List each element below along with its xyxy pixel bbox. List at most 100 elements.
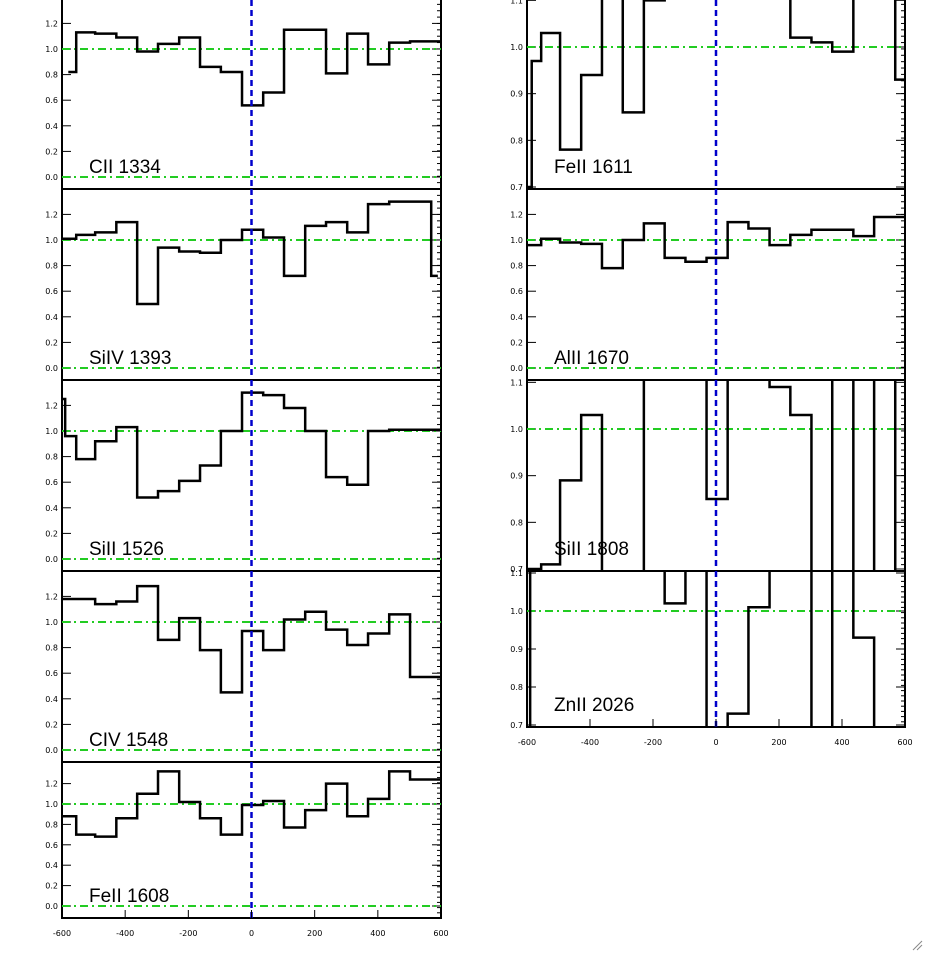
- spectrum-trace: [62, 200, 438, 306]
- y-tick-label: 0.0: [45, 173, 58, 182]
- x-tick-label: 0: [713, 738, 718, 747]
- panel-label: SiII 1808: [554, 539, 629, 560]
- y-tick-label: 0.2: [45, 338, 58, 347]
- y-tick-label: 0.2: [45, 882, 58, 891]
- panel-7: 0.0 0.2 0.4 0.6 0.8 1.0 1.2 AlII 1670: [510, 188, 906, 381]
- y-tick-label: 1.1: [510, 0, 523, 5]
- y-tick-label: 0.7: [510, 721, 523, 730]
- x-tick-label: 0: [249, 929, 254, 938]
- x-tick-label: 600: [897, 738, 912, 747]
- x-tick-label: 600: [433, 929, 448, 938]
- y-tick-label: 1.1: [510, 378, 523, 387]
- y-tick-label: 1.0: [510, 425, 523, 434]
- y-tick-label: 0.8: [45, 644, 58, 653]
- y-tick-label: 0.8: [45, 71, 58, 80]
- y-tick-label: 0.2: [45, 529, 58, 538]
- y-tick-label: 0.2: [510, 338, 523, 347]
- y-tick-label: 1.0: [45, 618, 58, 627]
- y-tick-label: 0.0: [45, 746, 58, 755]
- panel-5: 0.0 0.2 0.4 0.6 0.8 1.0 1.2 FeII 1608: [45, 761, 442, 919]
- y-tick-label: 1.0: [45, 427, 58, 436]
- y-tick-label: 0.8: [510, 518, 523, 527]
- y-tick-label: 0.0: [510, 364, 523, 373]
- x-tick-label: -400: [116, 929, 134, 938]
- spectrum-trace: [62, 391, 441, 499]
- panel-label: SiII 1526: [89, 539, 164, 560]
- y-tick-label: 0.9: [510, 472, 523, 481]
- y-tick-label: 0.8: [45, 262, 58, 271]
- panel-label: SiIV 1393: [89, 348, 171, 369]
- y-tick-label: 1.1: [510, 569, 523, 578]
- y-tick-label: 0.9: [510, 645, 523, 654]
- y-tick-label: 0.4: [45, 861, 58, 870]
- y-tick-label: 0.6: [45, 841, 58, 850]
- y-tick-label: 0.0: [45, 902, 58, 911]
- x-tick-label: -600: [53, 929, 71, 938]
- y-tick-label: 0.0: [45, 555, 58, 564]
- panel-3: 0.0 0.2 0.4 0.6 0.8 1.0 1.2 SiII 1526: [45, 379, 442, 572]
- x-tick-label: -400: [581, 738, 599, 747]
- spectrum-trace: [68, 28, 441, 107]
- y-tick-label: 0.6: [45, 669, 58, 678]
- x-tick-label: -200: [179, 929, 197, 938]
- y-tick-label: 0.8: [45, 453, 58, 462]
- panel-9: 0.7 0.8 0.9 1.0 1.1 ZnII 2026: [510, 569, 906, 730]
- panel-2: 0.0 0.2 0.4 0.6 0.8 1.0 1.2 SiIV 1393: [45, 188, 442, 381]
- y-tick-label: 1.2: [45, 780, 58, 789]
- panel-label: AlII 1670: [554, 348, 629, 369]
- x-tick-label: 200: [771, 738, 786, 747]
- y-tick-label: 1.2: [510, 210, 523, 219]
- panel-label: CII 1334: [89, 157, 161, 178]
- y-tick-label: 1.0: [510, 236, 523, 245]
- y-tick-label: 0.6: [45, 96, 58, 105]
- y-tick-label: 0.8: [510, 683, 523, 692]
- y-tick-label: 0.9: [510, 90, 523, 99]
- panel-label: FeII 1608: [89, 886, 169, 907]
- y-tick-label: 0.8: [510, 262, 523, 271]
- x-tick-label: 200: [307, 929, 322, 938]
- y-tick-label: 1.0: [45, 800, 58, 809]
- y-tick-label: 1.2: [45, 19, 58, 28]
- y-tick-label: 1.0: [45, 45, 58, 54]
- y-tick-label: 1.0: [510, 43, 523, 52]
- y-tick-label: 1.0: [45, 236, 58, 245]
- y-tick-label: 0.0: [45, 364, 58, 373]
- y-tick-label: 0.4: [45, 122, 58, 131]
- panel-6: 0.7 0.8 0.9 1.0 1.1 FeII 1611: [510, 0, 906, 192]
- y-tick-label: 0.8: [510, 136, 523, 145]
- panel-label: ZnII 2026: [554, 695, 634, 716]
- y-tick-label: 0.4: [45, 313, 58, 322]
- y-tick-label: 0.7: [510, 565, 523, 574]
- spectrum-trace: [62, 584, 441, 694]
- y-tick-label: 1.2: [45, 210, 58, 219]
- y-tick-label: 0.4: [45, 504, 58, 513]
- x-tick-label: 400: [370, 929, 385, 938]
- x-tick-label: -200: [644, 738, 662, 747]
- y-tick-label: 0.4: [45, 695, 58, 704]
- y-tick-label: 1.0: [510, 607, 523, 616]
- y-tick-label: 0.8: [45, 820, 58, 829]
- y-tick-label: 0.2: [45, 720, 58, 729]
- panel-8: 0.7 0.8 0.9 1.0 1.1 SiII 1808: [510, 378, 906, 574]
- y-tick-label: 0.6: [45, 287, 58, 296]
- panel-1: 0.0 0.2 0.4 0.6 0.8 1.0 1.2 CII 1334: [45, 0, 442, 190]
- y-tick-label: 0.6: [510, 287, 523, 296]
- panel-4: 0.0 0.2 0.4 0.6 0.8 1.0 1.2 CIV 1548: [45, 570, 442, 763]
- y-tick-label: 1.2: [45, 592, 58, 601]
- spectrum-trace: [62, 770, 441, 838]
- panel-label: FeII 1611: [554, 157, 633, 178]
- y-tick-label: 0.2: [45, 147, 58, 156]
- x-tick-label: 400: [834, 738, 849, 747]
- panel-label: CIV 1548: [89, 730, 168, 751]
- y-tick-label: 0.6: [45, 478, 58, 487]
- resize-grip-icon[interactable]: [911, 939, 923, 951]
- y-tick-label: 0.4: [510, 313, 523, 322]
- spectrum-trace: [527, 380, 897, 571]
- y-tick-label: 0.7: [510, 183, 523, 192]
- spectrum-trace: [527, 215, 905, 270]
- y-tick-label: 1.2: [45, 401, 58, 410]
- spectrum-trace: [527, 0, 905, 189]
- x-tick-label: -600: [518, 738, 536, 747]
